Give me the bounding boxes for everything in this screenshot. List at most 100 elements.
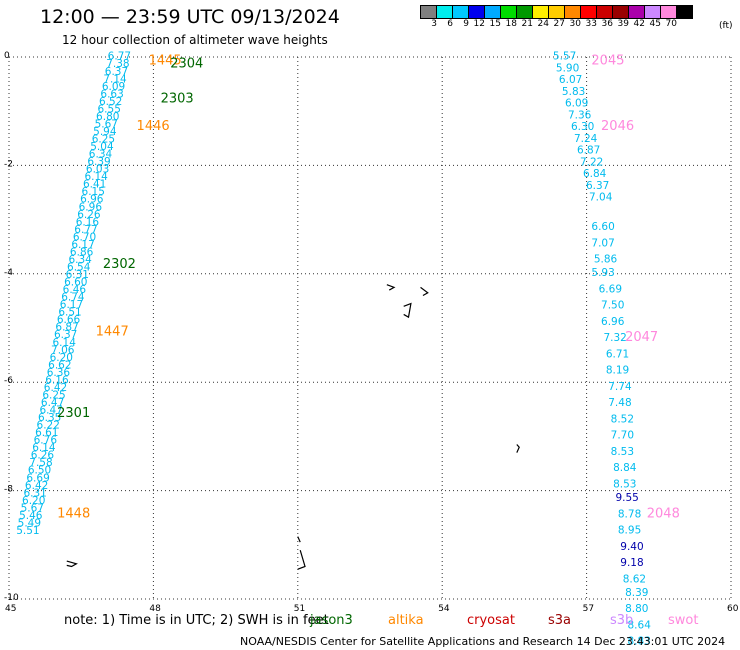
island-outline xyxy=(66,560,78,568)
island-outline xyxy=(420,286,429,297)
swh-value: 6.46 xyxy=(63,284,87,296)
legend-swatches xyxy=(420,5,693,19)
pass-time-label: 2048 xyxy=(647,506,680,521)
swh-value: 5.83 xyxy=(562,86,585,98)
swh-value: 6.20 xyxy=(50,352,73,364)
swh-value: 6.80 xyxy=(96,111,119,123)
satellite-legend-item: jason3 xyxy=(310,613,353,628)
swh-value: 6.17 xyxy=(60,299,83,311)
swh-value: 6.54 xyxy=(67,261,91,273)
x-tick-label: 57 xyxy=(583,604,594,614)
satellite-legend-item: swot xyxy=(668,613,699,628)
legend-label: 6 xyxy=(447,19,453,29)
pass-time-label: 2304 xyxy=(170,56,203,71)
swh-value: 6.14 xyxy=(53,337,77,349)
pass-time-label: 2302 xyxy=(103,257,136,272)
swh-value: 6.87 xyxy=(55,322,78,334)
swh-value: 8.80 xyxy=(625,603,648,615)
legend-label: 3 xyxy=(431,19,437,29)
swh-value: 6.14 xyxy=(32,442,56,454)
y-tick-label: -4 xyxy=(4,268,13,278)
x-tick-label: 54 xyxy=(438,604,450,614)
swh-value: 6.37 xyxy=(54,329,77,341)
swh-value: 6.03 xyxy=(86,164,109,176)
swh-value: 6.71 xyxy=(606,348,629,360)
swh-value: 6.69 xyxy=(26,472,49,484)
swh-value: 8.52 xyxy=(611,413,634,425)
swh-value: 6.16 xyxy=(45,374,69,386)
swh-value: 6.55 xyxy=(98,103,121,115)
swh-value: 6.26 xyxy=(31,450,55,462)
swh-value: 6.77 xyxy=(74,224,97,236)
swh-value: 6.35 xyxy=(38,412,61,424)
swh-value: 6.14 xyxy=(84,171,108,183)
swh-value: 6.15 xyxy=(82,186,105,198)
island-outline xyxy=(516,444,520,453)
swh-value: 5.46 xyxy=(19,510,43,522)
legend-labels: 3 6 9 12 15 18 21 24 27 30 33 36 39 42 45 70 xyxy=(421,19,693,29)
credit-line: NOAA/NESDIS Center for Satellite Applica… xyxy=(240,635,726,648)
swh-value: 5.94 xyxy=(93,126,117,138)
swh-value: 7.50 xyxy=(601,300,624,312)
swh-value: 6.37 xyxy=(105,66,128,78)
y-tick-label: 0 xyxy=(4,51,10,61)
island-outline xyxy=(386,284,396,291)
swh-value: 6.86 xyxy=(70,246,94,258)
swh-value: 6.34 xyxy=(68,254,92,266)
swh-value: 8.78 xyxy=(618,508,641,520)
pass-time-label: 2047 xyxy=(625,330,658,345)
legend-label: 70 xyxy=(665,19,677,29)
swh-value: 8.83 xyxy=(628,636,651,648)
swh-value: 6.41 xyxy=(83,179,106,191)
legend-label: 21 xyxy=(521,19,533,29)
legend-label: 39 xyxy=(617,19,629,29)
swh-value: 6.84 xyxy=(583,168,607,180)
swh-value: 5.90 xyxy=(556,62,579,74)
swh-value: 6.96 xyxy=(79,201,103,213)
page-title: 12:00 — 23:59 UTC 09/13/2024 xyxy=(40,6,340,28)
swh-value: 5.86 xyxy=(594,254,618,266)
y-tick-label: -10 xyxy=(4,593,19,603)
swh-value: 6.37 xyxy=(586,180,609,192)
swh-value: 8.39 xyxy=(625,587,648,599)
swh-value: 6.74 xyxy=(61,292,85,304)
y-tick-label: -2 xyxy=(4,159,13,169)
pass-time-label: 2301 xyxy=(57,406,90,421)
swh-value: 7.36 xyxy=(568,109,592,121)
grid-lines xyxy=(8,56,732,600)
swh-value: 6.96 xyxy=(80,194,104,206)
legend-label: 27 xyxy=(553,19,565,29)
swh-value: 7.38 xyxy=(106,58,129,70)
swh-value: 8.62 xyxy=(623,573,646,585)
swh-value: 7.48 xyxy=(608,397,631,409)
swh-value: 8.19 xyxy=(606,365,629,377)
legend-unit: (ft) xyxy=(719,21,733,31)
swh-value: 9.55 xyxy=(615,492,638,504)
swh-value: 6.25 xyxy=(92,134,115,146)
swh-value: 6.60 xyxy=(591,221,614,233)
swh-value: 5.51 xyxy=(16,525,39,537)
swh-value: 5.67 xyxy=(95,118,118,130)
swh-value: 7.24 xyxy=(574,133,598,145)
pass-time-label: 1445 xyxy=(149,54,182,69)
swh-value: 7.32 xyxy=(603,332,626,344)
swh-value: 8.64 xyxy=(628,619,652,631)
pass-time-label: 1448 xyxy=(57,506,90,521)
swh-value: 6.60 xyxy=(64,277,87,289)
swh-value: 6.07 xyxy=(559,74,582,86)
swh-value: 6.52 xyxy=(99,96,122,108)
pass-time-label: 2045 xyxy=(591,54,624,69)
island-outline xyxy=(297,536,301,543)
swh-value: 6.31 xyxy=(66,269,89,281)
track-labels: 6.777.386.377.146.096.636.526.556.805.67… xyxy=(16,51,680,648)
legend-label: 30 xyxy=(569,19,581,29)
island-outline xyxy=(297,550,306,570)
swh-value: 6.26 xyxy=(77,209,101,221)
swh-value: 5.67 xyxy=(21,502,44,514)
swh-value: 7.70 xyxy=(611,430,634,442)
swh-value: 6.96 xyxy=(601,316,625,328)
swh-value: 6.20 xyxy=(22,495,45,507)
swh-value: 6.30 xyxy=(571,121,594,133)
swh-value: 6.22 xyxy=(37,420,60,432)
